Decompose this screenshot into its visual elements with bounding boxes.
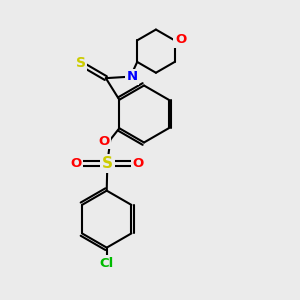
Text: O: O [98,135,109,148]
Text: O: O [175,33,186,46]
Text: O: O [70,157,82,170]
Text: S: S [102,156,113,171]
Text: S: S [76,56,85,70]
Text: N: N [126,70,137,83]
Text: Cl: Cl [100,257,114,270]
Text: O: O [132,157,143,170]
